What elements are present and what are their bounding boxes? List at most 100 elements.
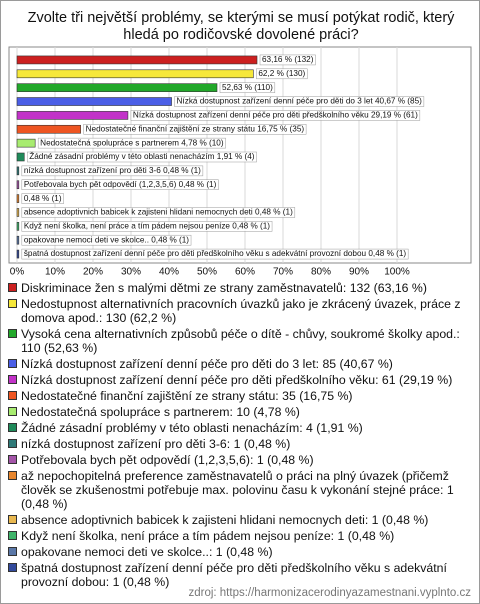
bar bbox=[16, 180, 20, 190]
bar-label-group: Nedostatečné finanční zajištění ze stran… bbox=[83, 124, 307, 135]
legend-entry: Vysoká cena alternativních způsobů péče … bbox=[7, 327, 473, 355]
legend: Diskriminace žen s malými dětmi ze stran… bbox=[7, 281, 473, 591]
bar bbox=[16, 152, 25, 162]
bar-label-background bbox=[21, 248, 409, 260]
legend-swatch bbox=[8, 455, 17, 464]
legend-label: Potřebovala bych pět odpovědí (1,2,3,5,6… bbox=[21, 453, 314, 467]
bar-label-background bbox=[21, 165, 204, 177]
x-tick-label: 30% bbox=[121, 267, 141, 278]
bar bbox=[16, 138, 36, 148]
bar-label-background bbox=[27, 151, 257, 163]
bar-label: Když není školka, není práce a tím pádem… bbox=[24, 222, 270, 231]
legend-label: Když není školka, není práce a tím pádem… bbox=[21, 529, 395, 543]
legend-swatch bbox=[8, 515, 17, 524]
bar-label: Nízká dostupnost zařízení denní péče pro… bbox=[177, 97, 423, 106]
legend-entry: nízká dostupnost zařízení pro děti 3-6: … bbox=[7, 437, 473, 451]
x-tick-label: 100% bbox=[384, 267, 410, 278]
legend-entry: až nepochopitelná preference zaměstnavat… bbox=[7, 469, 473, 511]
legend-label: nízká dostupnost zařízení pro děti 3-6: … bbox=[21, 437, 291, 451]
legend-label: opakovane nemoci deti ve skolce..: 1 (0,… bbox=[21, 545, 273, 559]
legend-entry: Diskriminace žen s malými dětmi ze stran… bbox=[7, 281, 473, 295]
bar bbox=[16, 166, 20, 176]
bar-label-background bbox=[21, 207, 296, 218]
legend-swatch bbox=[8, 391, 17, 400]
legend-swatch bbox=[8, 283, 17, 292]
bar bbox=[16, 55, 258, 65]
bar bbox=[16, 69, 254, 79]
bar-label: opakovane nemoci deti ve skolce.. 0,48 %… bbox=[24, 235, 189, 244]
legend-entry: absence adoptivnich babicek k zajisteni … bbox=[7, 513, 473, 527]
bar bbox=[16, 83, 218, 92]
bar-label-background bbox=[259, 54, 316, 66]
legend-label: Diskriminace žen s malými dětmi ze stran… bbox=[21, 281, 427, 295]
bar-label-group: 62,2 % (130) bbox=[256, 68, 308, 80]
source: zdroj: https://harmonizacerodinyazamestn… bbox=[188, 587, 471, 599]
legend-label: Nedostupnost alternativních pracovních ú… bbox=[21, 297, 461, 325]
bar-label-group: Potřebovala bych pět odpovědí (1,2,3,5,6… bbox=[21, 179, 219, 190]
x-tick-label: 40% bbox=[159, 267, 179, 278]
bar-label-group: Žádné zásadní problémy v této oblasti ne… bbox=[27, 151, 257, 163]
bar bbox=[16, 194, 20, 203]
bar-label: nízká dostupnost zařízení pro děti 3-6 0… bbox=[24, 166, 201, 175]
bar-label-group: 0,48 % (1) bbox=[21, 193, 64, 204]
bar-label-background bbox=[130, 110, 421, 121]
legend-entry: Nízká dostupnost zařízení denní péče pro… bbox=[7, 373, 473, 387]
bar-label: 62,2 % (130) bbox=[258, 69, 305, 78]
x-tick-label: 60% bbox=[235, 267, 255, 278]
chart-title: Zvolte tři největší problémy, se kterými… bbox=[28, 10, 456, 43]
legend-entry: opakovane nemoci deti ve skolce..: 1 (0,… bbox=[7, 545, 473, 559]
legend-label: až nepochopitelná preference zaměstnavat… bbox=[21, 469, 454, 511]
bar-label: špatná dostupnost zařízení denní péče pr… bbox=[24, 249, 407, 258]
legend-entry: Nedostupnost alternativních pracovních ú… bbox=[7, 297, 473, 325]
bar-label-group: opakovane nemoci deti ve skolce.. 0,48 %… bbox=[21, 234, 192, 246]
bar bbox=[16, 111, 129, 120]
legend-swatch bbox=[8, 547, 17, 556]
legend-entry: Nízká dostupnost zařízení denní péče pro… bbox=[7, 357, 473, 371]
bar-label-background bbox=[174, 96, 425, 107]
legend-swatch bbox=[8, 407, 17, 416]
legend-entry: Nedostatečná spolupráce s partnerem: 10 … bbox=[7, 405, 473, 419]
bar-label: absence adoptivnich babicek k zajisteni … bbox=[24, 208, 293, 217]
legend-entry: Žádné zásadní problémy v této oblasti ne… bbox=[7, 421, 473, 435]
legend-label: Nedostatečné finanční zajištění ze stran… bbox=[21, 389, 353, 403]
bar-label-group: špatná dostupnost zařízení denní péče pr… bbox=[21, 248, 409, 260]
legend-swatch bbox=[8, 359, 17, 368]
bar-label-group: 52,63 % (110) bbox=[219, 82, 276, 93]
legend-swatch bbox=[8, 439, 17, 448]
bar-label: Potřebovala bych pět odpovědí (1,2,3,5,6… bbox=[24, 180, 217, 189]
bar-label: 52,63 % (110) bbox=[222, 83, 273, 92]
legend-swatch bbox=[8, 471, 17, 480]
bar-label-group: nízká dostupnost zařízení pro děti 3-6 0… bbox=[21, 165, 204, 177]
legend-entry: Potřebovala bych pět odpovědí (1,2,3,5,6… bbox=[7, 453, 473, 467]
legend-label: Nízká dostupnost zařízení denní péče pro… bbox=[21, 357, 393, 371]
legend-swatch bbox=[8, 375, 17, 384]
legend-label: Vysoká cena alternativních způsobů péče … bbox=[21, 327, 460, 355]
legend-swatch bbox=[8, 563, 17, 572]
legend-entry: Když není školka, není práce a tím pádem… bbox=[7, 529, 473, 543]
x-tick-label: 70% bbox=[273, 267, 293, 278]
bar bbox=[16, 249, 20, 259]
bar bbox=[16, 208, 20, 217]
bar-label-background bbox=[256, 68, 308, 80]
legend-label: špatná dostupnost zařízení denní péče pr… bbox=[21, 561, 447, 589]
bar-label-background bbox=[219, 82, 276, 93]
bar-label: 0,48 % (1) bbox=[24, 194, 62, 203]
legend-label: Nízká dostupnost zařízení denní péče pro… bbox=[21, 373, 453, 387]
bar-label: 63,16 % (132) bbox=[262, 55, 314, 64]
bar-label-group: Nedostatečná spolupráce s partnerem 4,78… bbox=[37, 137, 226, 149]
bar-label-background bbox=[21, 193, 64, 204]
bar-label-background bbox=[21, 179, 219, 190]
legend-entry: Nedostatečné finanční zajištění ze stran… bbox=[7, 389, 473, 403]
bar-label-group: Když není školka, není práce a tím pádem… bbox=[21, 221, 273, 232]
bar-label-group: Nízká dostupnost zařízení denní péče pro… bbox=[130, 110, 421, 121]
bar bbox=[16, 235, 20, 245]
bar-label-group: absence adoptivnich babicek k zajisteni … bbox=[21, 207, 296, 218]
bar-label-background bbox=[21, 234, 192, 246]
legend-swatch bbox=[8, 531, 17, 540]
x-tick-label: 20% bbox=[83, 267, 103, 278]
legend-entry: špatná dostupnost zařízení denní péče pr… bbox=[7, 561, 473, 589]
bar-label-group: 63,16 % (132) bbox=[259, 54, 316, 66]
bar-label: Žádné zásadní problémy v této oblasti ne… bbox=[29, 151, 255, 161]
legend-label: absence adoptivnich babicek k zajisteni … bbox=[21, 513, 429, 527]
